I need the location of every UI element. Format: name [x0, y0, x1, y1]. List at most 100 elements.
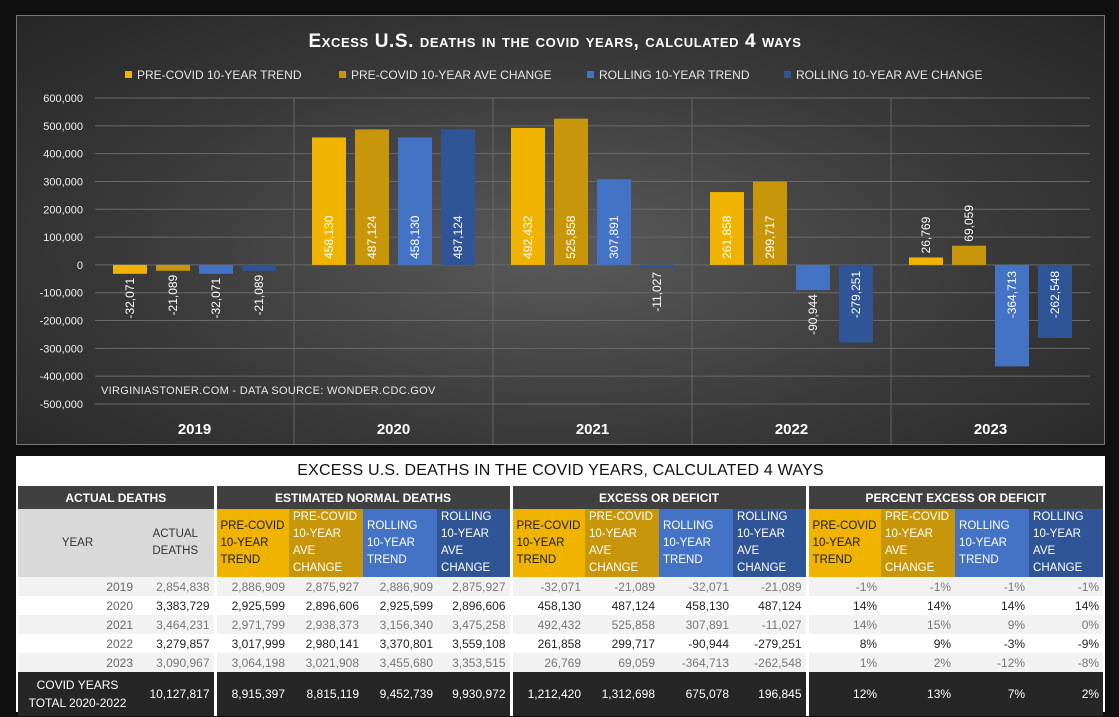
- total-cell: 9,452,739: [363, 672, 438, 716]
- table-cell: -32,071: [511, 577, 586, 596]
- chart-title: Excess U.S. deaths in the covid years, c…: [308, 31, 801, 52]
- total-cell: 9,930,972: [437, 672, 513, 716]
- table-cell: 3,455,680: [363, 653, 438, 672]
- table-cell: 9%: [881, 634, 956, 653]
- bar-chart: Excess U.S. deaths in the covid years, c…: [40, 31, 1090, 444]
- bar-2022-s1: [753, 181, 787, 265]
- y-tick-label: -300,000: [40, 343, 83, 355]
- col-header-year: YEAR: [18, 509, 137, 577]
- x-tick-label: 2020: [377, 421, 410, 438]
- table-cell: 2,925,599: [363, 596, 438, 615]
- bar-2021-s1: [554, 118, 588, 265]
- group-actual-deaths: ACTUAL DEATHS: [18, 486, 217, 509]
- total-row: COVID YEARS TOTAL 2020-2022 10,127,817 8,9…: [18, 672, 1104, 716]
- table-cell: 2,875,927: [437, 577, 513, 596]
- col-header-method-0-0: PRE-COVID 10-YEAR TREND: [215, 509, 290, 577]
- y-tick-label: 400,000: [43, 149, 83, 161]
- table-cell: 2,886,909: [363, 577, 438, 596]
- bar-2019-s0: [113, 264, 147, 274]
- total-cell: 675,078: [659, 672, 734, 716]
- bar-2019-s2: [199, 264, 233, 274]
- y-tick-label: 600,000: [43, 93, 83, 105]
- column-header-row: YEAR ACTUAL DEATHS PRE-COVID 10-YEAR TREND…: [18, 509, 1104, 577]
- y-tick-label: 0: [77, 260, 83, 272]
- data-label: 487,124: [365, 215, 379, 259]
- table-cell: 2020: [18, 596, 137, 615]
- legend-label-2: ROLLING 10-YEAR TREND: [599, 68, 750, 82]
- y-tick-label: -200,000: [40, 316, 83, 328]
- col-header-method-0-2: ROLLING 10-YEAR TREND: [363, 509, 438, 577]
- legend-label-1: PRE-COVID 10-YEAR AVE CHANGE: [351, 68, 552, 82]
- total-cell: 8,915,397: [215, 672, 290, 716]
- table-cell: -1%: [955, 577, 1030, 596]
- bar-series: -32,071 -21,089 -32,071 -21,089 458,130 487,1…: [113, 118, 1072, 367]
- table-cell: 487,124: [585, 596, 660, 615]
- data-label: 525,858: [564, 215, 578, 259]
- data-label: -32,071: [123, 278, 137, 319]
- col-header-method-2-2: ROLLING 10-YEAR TREND: [955, 509, 1030, 577]
- bar-2023-s3: [1038, 264, 1072, 338]
- bar-2021-s3: [640, 264, 674, 268]
- table-cell: 2,896,606: [437, 596, 513, 615]
- col-header-method-0-3: ROLLING 10-YEAR AVE CHANGE: [437, 509, 513, 577]
- legend-swatch-3: [784, 71, 791, 78]
- bar-2021-s0: [511, 127, 545, 265]
- table-cell: 3,156,340: [363, 615, 438, 634]
- data-label: -364,713: [1005, 271, 1019, 319]
- bar-2021-s2: [597, 179, 631, 265]
- bar-2019-s1: [156, 264, 190, 271]
- table-cell: -364,713: [659, 653, 734, 672]
- total-cell: 2%: [1029, 672, 1104, 716]
- bar-2020-s1: [355, 129, 389, 265]
- source-note: VIRGINIASTONER.COM - DATA SOURCE: WONDER…: [101, 385, 436, 397]
- legend-swatch-2: [587, 71, 594, 78]
- y-tick-label: 300,000: [43, 176, 83, 188]
- table-cell: 3,475,258: [437, 615, 513, 634]
- data-label: 26,769: [919, 216, 933, 253]
- total-cell: 7%: [955, 672, 1030, 716]
- table-cell: 8%: [807, 634, 882, 653]
- table-cell: 14%: [881, 596, 956, 615]
- y-tick-label: -400,000: [40, 371, 83, 383]
- bar-2022-s0: [710, 192, 744, 265]
- table-cell: 2022: [18, 634, 137, 653]
- table-cell: 3,064,198: [215, 653, 290, 672]
- table-cell: 3,279,857: [137, 634, 217, 653]
- table-cell: -11,027: [733, 615, 809, 634]
- table-cell: 2,925,599: [215, 596, 290, 615]
- table-cell: -32,071: [659, 577, 734, 596]
- table-cell: -12%: [955, 653, 1030, 672]
- table-cell: 9%: [955, 615, 1030, 634]
- legend-swatch-1: [339, 71, 346, 78]
- table-cell: 3,353,515: [437, 653, 513, 672]
- table-cell: 3,383,729: [137, 596, 217, 615]
- bar-2022-s3: [839, 264, 873, 343]
- table-cell: 69,059: [585, 653, 660, 672]
- group-percent: PERCENT EXCESS OR DEFICIT: [807, 486, 1104, 509]
- table-cell: 2,896,606: [289, 596, 364, 615]
- table-cell: 458,130: [659, 596, 734, 615]
- table-cell: 487,124: [733, 596, 809, 615]
- table-row: 2022 3,279,857 3,017,999 2,980,141 3,370,801…: [18, 634, 1104, 653]
- bar-2020-s2: [398, 137, 432, 265]
- table-cell: 14%: [955, 596, 1030, 615]
- data-label: -32,071: [209, 278, 223, 319]
- y-tick-label: 100,000: [43, 232, 83, 244]
- table-cell: 15%: [881, 615, 956, 634]
- bar-2020-s3: [441, 129, 475, 265]
- data-label: 492,432: [521, 215, 535, 259]
- x-tick-label: 2021: [576, 421, 609, 438]
- chart-panel: Excess U.S. deaths in the covid years, c…: [16, 15, 1105, 445]
- table-cell: 14%: [1029, 596, 1104, 615]
- table-cell: -9%: [1029, 634, 1104, 653]
- data-label: 307,891: [607, 215, 621, 259]
- table-cell: 14%: [807, 615, 882, 634]
- col-header-method-0-1: PRE-COVID 10-YEAR AVE CHANGE: [289, 509, 364, 577]
- chart-legend: PRE-COVID 10-YEAR TREND PRE-COVID 10-YEAR…: [125, 68, 983, 82]
- table-cell: 2%: [881, 653, 956, 672]
- table-cell: 2,980,141: [289, 634, 364, 653]
- data-label: -11,027: [650, 272, 664, 312]
- total-cell: 12%: [807, 672, 882, 716]
- y-tick-label: -100,000: [40, 288, 83, 300]
- table-cell: -8%: [1029, 653, 1104, 672]
